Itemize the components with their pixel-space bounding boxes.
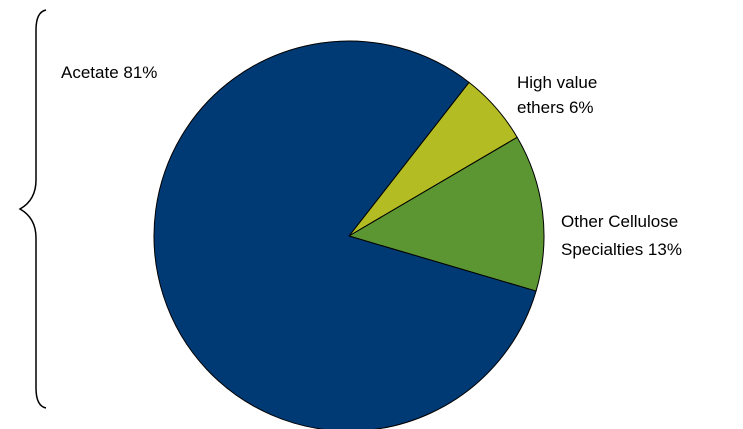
pie-slices [153, 40, 545, 429]
left-brace-annotation [18, 9, 47, 409]
pie-slice-other-cellulose-specialties [348, 136, 545, 292]
pie-slice-acetate [153, 40, 537, 429]
slice-label-acetate: Acetate 81% [61, 63, 157, 82]
slice-label-high-value-ethers: High value ethers 6% [517, 73, 602, 117]
slice-label-other-cellulose-specialties: Other Cellulose Specialties 13% [561, 212, 683, 259]
